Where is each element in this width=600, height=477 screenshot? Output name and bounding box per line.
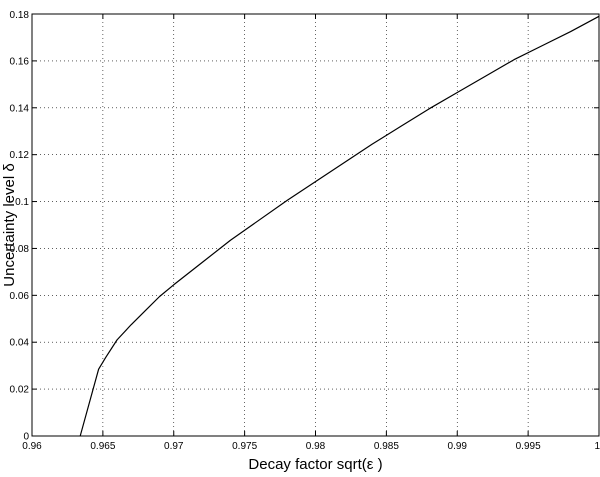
x-axis-label: Decay factor sqrt(ε ) (248, 456, 382, 473)
y-axis-label: Uncertainty level δ (1, 163, 18, 286)
series-line-0 (79, 15, 600, 437)
y-tick-label: 0.14 (10, 103, 30, 114)
x-tick-label: 0.965 (90, 441, 115, 452)
x-tick-label: 0.96 (22, 441, 42, 452)
y-tick-label: 0.16 (10, 56, 30, 67)
series-lines (79, 15, 600, 437)
y-tick-label: 0.18 (10, 10, 30, 21)
x-tick-label: 0.99 (448, 441, 468, 452)
y-tick-label: 0.12 (10, 150, 30, 161)
y-tick-label: 0.04 (10, 338, 30, 349)
x-tick-labels: 0.96 0.965 0.97 0.975 0.98 0.985 0.99 0.995 1 (22, 441, 600, 452)
x-tick-label: 0.97 (164, 441, 184, 452)
x-tick-label: 1 (594, 441, 600, 452)
y-tick-label: 0.08 (10, 244, 30, 255)
x-tick-label: 0.98 (306, 441, 326, 452)
y-tick-label: 0 (23, 432, 29, 443)
y-tick-labels: 0 0.02 0.04 0.06 0.08 0.1 0.12 0.14 0.16 0.18 (10, 10, 30, 443)
y-tick-label: 0.1 (15, 197, 29, 208)
x-tick-label: 0.995 (516, 441, 541, 452)
x-tick-label: 0.985 (374, 441, 399, 452)
y-tick-label: 0.06 (10, 291, 30, 302)
grid (32, 14, 599, 436)
y-tick-label: 0.02 (10, 385, 30, 396)
axis-ticks (31, 13, 600, 437)
x-tick-label: 0.975 (232, 441, 257, 452)
